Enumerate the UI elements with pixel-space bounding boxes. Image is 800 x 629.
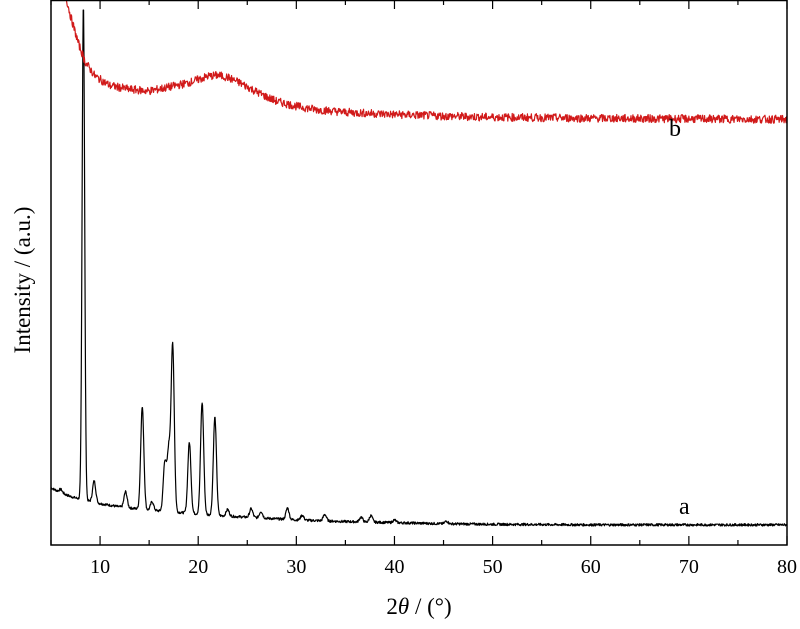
x-tick-label-70: 70 <box>679 556 699 578</box>
x-tick-label-50: 50 <box>483 556 503 578</box>
x-tick-label-80: 80 <box>777 556 797 578</box>
y-axis-title: Intensity / (a.u.) <box>10 207 35 354</box>
series-label-b: b <box>669 116 681 142</box>
x-axis-title-symbol: θ <box>398 594 409 619</box>
series-b-line <box>65 0 787 124</box>
plot-frame <box>50 0 788 546</box>
x-tick-label-40: 40 <box>384 556 404 578</box>
x-tick-label-10: 10 <box>90 556 110 578</box>
x-axis-ticks <box>50 0 788 545</box>
x-axis-tick-labels: 10 20 30 40 50 60 70 80 <box>90 556 797 578</box>
x-axis-title-prefix: 2 <box>386 594 398 619</box>
x-axis-title: 2θ / (°) <box>386 594 451 619</box>
x-tick-label-60: 60 <box>581 556 601 578</box>
series-layer <box>51 0 787 527</box>
series-label-a: a <box>679 494 690 520</box>
x-axis-title-suffix: / (°) <box>409 594 451 619</box>
x-tick-label-30: 30 <box>286 556 306 578</box>
x-tick-label-20: 20 <box>188 556 208 578</box>
series-a-line <box>51 9 787 527</box>
